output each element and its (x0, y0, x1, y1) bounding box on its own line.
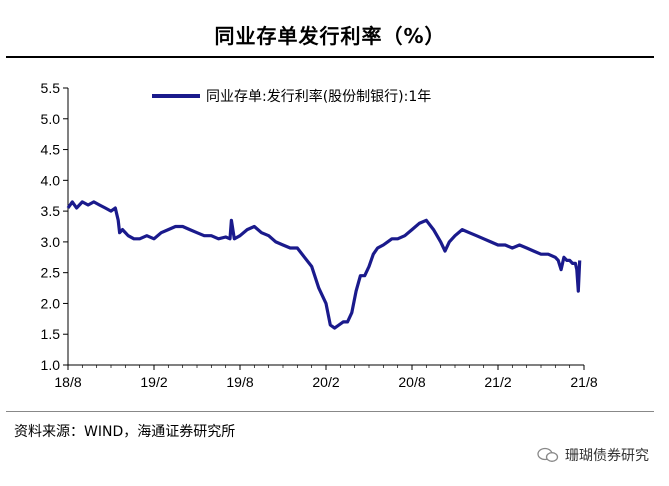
x-tick-label: 18/8 (54, 374, 81, 390)
y-tick-label: 5.0 (41, 111, 61, 127)
watermark-text: 珊瑚债券研究 (565, 448, 649, 464)
y-tick-label: 3.5 (41, 203, 61, 219)
x-tick-label: 21/2 (484, 374, 511, 390)
y-tick-label: 1.0 (41, 357, 61, 373)
watermark: 珊瑚债券研究 (537, 445, 649, 465)
y-tick-label: 5.5 (41, 80, 61, 96)
x-tick-label: 20/2 (312, 374, 339, 390)
y-tick-label: 4.5 (41, 142, 61, 158)
y-tick-label: 2.0 (41, 295, 61, 311)
x-tick-label: 21/8 (570, 374, 597, 390)
y-tick-label: 2.5 (41, 265, 61, 281)
source-note: 资料来源：WIND，海通证券研究所 (14, 424, 236, 440)
y-tick-label: 1.5 (41, 326, 61, 342)
source-divider (6, 411, 654, 412)
chart-title-bar: 同业存单发行利率（%） (6, 14, 654, 58)
x-tick-label: 19/8 (226, 374, 253, 390)
legend-label: 同业存单:发行利率(股份制银行):1年 (206, 88, 431, 105)
x-tick-label: 20/8 (398, 374, 425, 390)
wechat-icon (537, 447, 559, 463)
x-tick-label: 19/2 (140, 374, 167, 390)
y-tick-label: 4.0 (41, 172, 61, 188)
y-tick-label: 3.0 (41, 234, 61, 250)
chart-title: 同业存单发行利率（%） (214, 24, 446, 48)
series-line (66, 200, 582, 330)
